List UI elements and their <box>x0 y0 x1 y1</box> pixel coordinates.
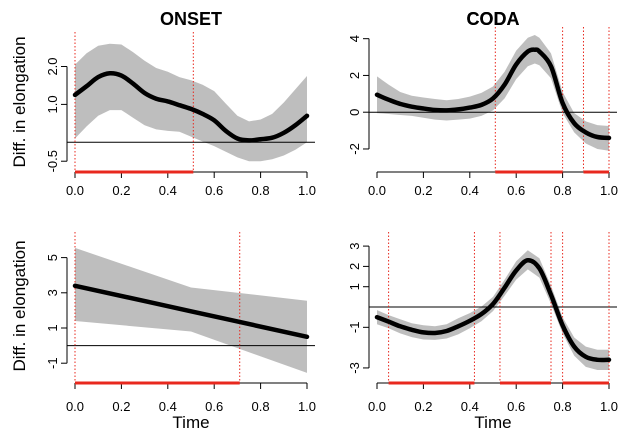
x-axis-label: Time <box>474 413 511 430</box>
x-tick-label: 0.0 <box>66 183 84 198</box>
x-tick-label: 0.2 <box>112 183 130 198</box>
confidence-band <box>377 250 609 370</box>
confidence-band <box>75 43 307 162</box>
y-tick-label: 2 <box>347 263 362 270</box>
x-tick-label: 0.2 <box>112 399 130 414</box>
mean-difference-curve <box>72 283 310 340</box>
y-tick-label: 3 <box>45 289 60 296</box>
mean-difference-curve <box>374 47 612 141</box>
y-axis-label: Diff. in elongation <box>10 36 29 167</box>
x-tick-label: 0.8 <box>252 183 270 198</box>
x-tick-label: 1.0 <box>298 183 316 198</box>
x-tick-label: 0.4 <box>159 183 177 198</box>
panel-2 <box>363 27 617 178</box>
x-tick-label: 0.0 <box>66 399 84 414</box>
panel-4 <box>363 232 617 389</box>
y-tick-label: 1 <box>45 324 60 331</box>
x-tick-label: 0.6 <box>507 399 525 414</box>
x-tick-label: 0.6 <box>507 183 525 198</box>
y-tick-label: 0 <box>347 109 362 116</box>
y-tick-label: 2.0 <box>45 57 60 75</box>
x-tick-label: 0.0 <box>368 399 386 414</box>
x-tick-label: 1.0 <box>298 399 316 414</box>
y-tick-label: 1.0 <box>45 95 60 113</box>
panel-title: CODA <box>467 9 520 29</box>
x-tick-label: 0.4 <box>461 399 479 414</box>
x-tick-label: 1.0 <box>600 399 618 414</box>
x-tick-label: 0.4 <box>159 399 177 414</box>
x-tick-label: 0.8 <box>252 399 270 414</box>
y-axis-label: Diff. in elongation <box>10 240 29 371</box>
x-tick-label: 0.2 <box>414 183 432 198</box>
y-tick-label: -0.5 <box>45 150 60 172</box>
mean-difference-curve <box>374 258 612 363</box>
y-tick-label: 3 <box>347 242 362 249</box>
x-tick-label: 0.6 <box>205 399 223 414</box>
x-tick-label: 0.6 <box>205 183 223 198</box>
x-axis-label: Time <box>172 413 209 430</box>
confidence-band <box>377 35 609 151</box>
y-tick-label: 4 <box>347 35 362 42</box>
x-tick-label: 0.2 <box>414 399 432 414</box>
panel-title: ONSET <box>160 9 222 29</box>
x-tick-label: 0.0 <box>368 183 386 198</box>
x-tick-label: 0.8 <box>554 183 572 198</box>
x-tick-label: 0.4 <box>461 183 479 198</box>
y-tick-label: -1 <box>45 357 60 369</box>
y-tick-label: 5 <box>45 254 60 261</box>
panel-title: CODA <box>467 9 520 29</box>
x-tick-label: 1.0 <box>600 183 618 198</box>
y-tick-label: 1 <box>347 283 362 290</box>
y-tick-label: -2 <box>347 143 362 155</box>
x-tick-label: 0.8 <box>554 399 572 414</box>
mean-difference-curve <box>72 71 310 143</box>
y-tick-label: 2 <box>347 72 362 79</box>
y-tick-label: -3 <box>347 362 362 374</box>
y-tick-label: -1 <box>347 322 362 334</box>
panel-3 <box>61 232 315 389</box>
panel-1 <box>61 32 315 178</box>
